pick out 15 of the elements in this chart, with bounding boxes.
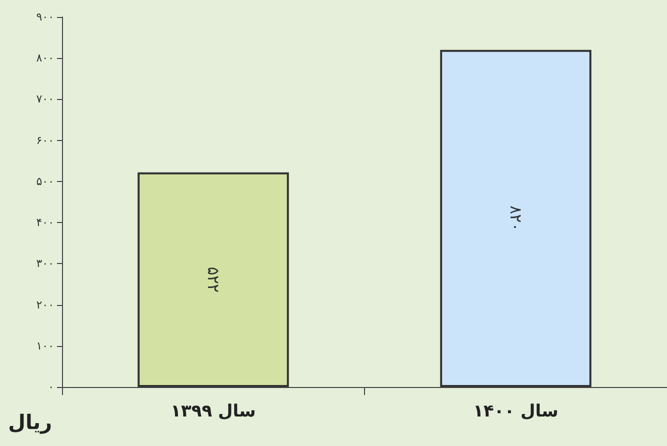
y-tick-label: ۶۰۰	[36, 134, 54, 147]
y-tick-label: ۳۰۰	[36, 257, 54, 270]
x-tick-label: سال ۱۴۰۰	[473, 402, 558, 422]
y-tick-label: ۰	[48, 380, 54, 394]
y-axis-title: ریال	[8, 410, 52, 434]
y-tick-label: ۸۰۰	[36, 52, 54, 65]
data-label: ۵۲۲	[204, 266, 223, 293]
y-tick-label: ۲۰۰	[36, 298, 54, 312]
y-tick-label: ۵۰۰	[36, 174, 54, 188]
y-tick-label: ۹۰۰	[36, 10, 54, 24]
x-tick-label: سال ۱۳۹۹	[170, 402, 256, 422]
y-tick-label: ۴۰۰	[36, 216, 54, 230]
y-tick-label: ۷۰۰	[36, 92, 54, 106]
y-tick-label: ۱۰۰	[36, 339, 54, 352]
data-label: ۸۲۰	[506, 206, 526, 232]
